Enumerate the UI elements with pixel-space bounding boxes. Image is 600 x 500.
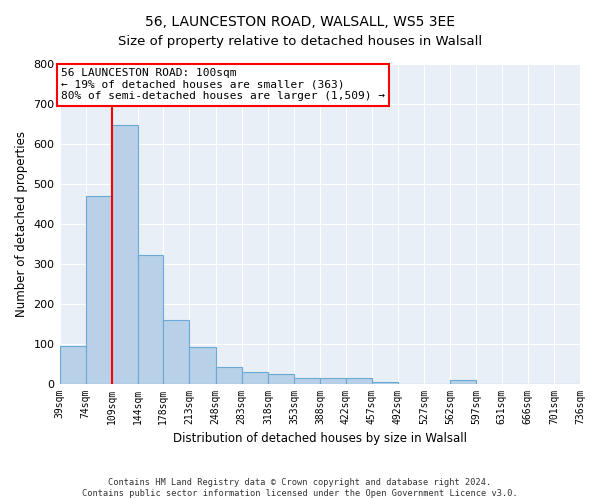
Text: Contains HM Land Registry data © Crown copyright and database right 2024.
Contai: Contains HM Land Registry data © Crown c… [82,478,518,498]
Bar [294,378,320,384]
X-axis label: Distribution of detached houses by size in Walsall: Distribution of detached houses by size … [173,432,467,445]
Bar [163,320,190,384]
Bar [86,196,112,384]
Bar [138,254,163,384]
Bar [450,380,476,384]
Bar [320,378,346,384]
Bar [112,124,138,384]
Y-axis label: Number of detached properties: Number of detached properties [15,131,28,317]
Bar [371,382,398,384]
Bar [190,347,215,384]
Bar [215,367,242,384]
Bar [59,346,86,384]
Text: Size of property relative to detached houses in Walsall: Size of property relative to detached ho… [118,35,482,48]
Text: 56, LAUNCESTON ROAD, WALSALL, WS5 3EE: 56, LAUNCESTON ROAD, WALSALL, WS5 3EE [145,15,455,29]
Text: 56 LAUNCESTON ROAD: 100sqm
← 19% of detached houses are smaller (363)
80% of sem: 56 LAUNCESTON ROAD: 100sqm ← 19% of deta… [61,68,385,101]
Bar [268,374,294,384]
Bar [346,378,371,384]
Bar [242,372,268,384]
